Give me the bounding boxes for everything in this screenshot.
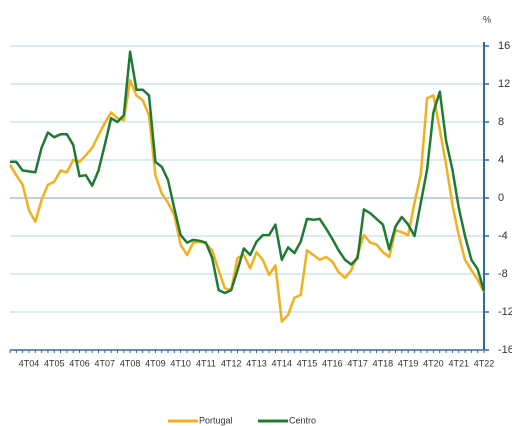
y-tick-label: -12 bbox=[498, 306, 512, 318]
series-line bbox=[10, 50, 486, 295]
x-tick-label: 4T19 bbox=[398, 358, 419, 368]
x-tick-label: 4T17 bbox=[347, 358, 368, 368]
legend-label: Centro bbox=[289, 415, 316, 425]
y-tick-label: 8 bbox=[498, 116, 504, 128]
x-tick-label: 4T15 bbox=[297, 358, 318, 368]
x-tick-label: 4T05 bbox=[44, 358, 65, 368]
x-tick-label: 4T07 bbox=[95, 358, 116, 368]
y-tick-label: -4 bbox=[498, 230, 508, 242]
y-tick-label: 4 bbox=[498, 154, 504, 166]
y-tick-label: 0 bbox=[498, 192, 504, 204]
unit-label: % bbox=[483, 14, 491, 24]
x-tick-label: 4T04 bbox=[19, 358, 40, 368]
x-tick-label: 4T18 bbox=[373, 358, 394, 368]
y-tick-label: 12 bbox=[498, 78, 510, 90]
x-tick-label: 4T06 bbox=[69, 358, 90, 368]
x-tick-label: 4T16 bbox=[322, 358, 343, 368]
x-tick-label: 4T08 bbox=[120, 358, 141, 368]
y-tick-label: 16 bbox=[498, 40, 510, 52]
x-tick-label: 4T11 bbox=[196, 358, 216, 368]
x-tick-label: 4T10 bbox=[170, 358, 191, 368]
x-tick-label: 4T21 bbox=[448, 358, 469, 368]
x-tick-label: 4T22 bbox=[474, 358, 495, 368]
y-tick-label: -16 bbox=[498, 344, 512, 356]
x-tick-label: 4T09 bbox=[145, 358, 166, 368]
x-tick-label: 4T13 bbox=[246, 358, 267, 368]
x-tick-label: 4T14 bbox=[272, 358, 293, 368]
x-tick-label: 4T12 bbox=[221, 358, 242, 368]
x-tick-label: 4T20 bbox=[423, 358, 444, 368]
series-line bbox=[8, 78, 486, 323]
legend-label: Portugal bbox=[199, 415, 233, 425]
y-tick-label: -8 bbox=[498, 268, 508, 280]
